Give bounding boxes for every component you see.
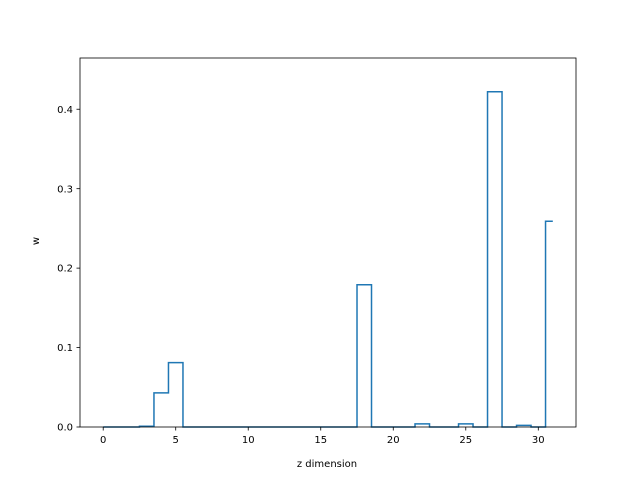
y-tick-label: 0.1 (57, 343, 73, 354)
y-tick-label: 0.2 (57, 264, 73, 275)
y-tick-label: 0.0 (57, 423, 73, 434)
y-axis-label: w (31, 237, 42, 245)
x-tick-label: 15 (314, 435, 327, 446)
y-tick-label: 0.4 (57, 105, 73, 116)
y-axis-ticks: 0.0 0.1 0.2 0.3 0.4 (57, 105, 80, 434)
series-line (103, 91, 553, 428)
x-axis-ticks: 0 5 10 15 20 25 30 (100, 427, 545, 446)
x-tick-label: 25 (459, 435, 472, 446)
y-tick-label: 0.3 (57, 184, 73, 195)
x-tick-label: 10 (242, 435, 255, 446)
axes-frame (79, 57, 577, 428)
x-tick-label: 30 (532, 435, 545, 446)
x-tick-label: 0 (100, 435, 106, 446)
x-tick-label: 5 (173, 435, 179, 446)
x-tick-label: 20 (387, 435, 400, 446)
plot-area (79, 57, 577, 428)
x-axis-label: z dimension (297, 459, 357, 470)
